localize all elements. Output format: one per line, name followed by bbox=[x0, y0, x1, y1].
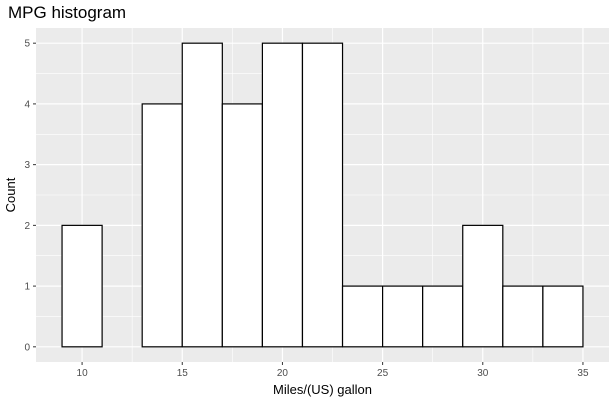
x-axis-label: Miles/(US) gallon bbox=[273, 382, 372, 397]
histogram-bar bbox=[542, 285, 584, 348]
histogram-bar bbox=[422, 285, 464, 348]
y-axis-label: Count bbox=[3, 177, 18, 212]
y-tick-label: 2 bbox=[24, 221, 30, 232]
y-axis: 0 1 2 3 4 5 bbox=[24, 39, 36, 353]
y-tick-label: 3 bbox=[24, 160, 30, 171]
x-tick-label: 25 bbox=[377, 368, 389, 379]
chart-title: MPG histogram bbox=[8, 3, 126, 22]
histogram-bar bbox=[261, 42, 304, 348]
histogram-bar bbox=[61, 224, 103, 348]
histogram-bar bbox=[301, 42, 344, 348]
x-axis: 10 15 20 25 30 35 bbox=[77, 362, 589, 379]
histogram-bar bbox=[502, 285, 544, 348]
histogram-bar bbox=[462, 224, 504, 348]
y-tick-label: 4 bbox=[24, 99, 30, 110]
histogram-bar bbox=[181, 42, 223, 348]
x-tick-label: 20 bbox=[277, 368, 289, 379]
y-tick-label: 5 bbox=[24, 39, 30, 50]
histogram-bar bbox=[221, 103, 263, 348]
histogram-bar bbox=[141, 103, 183, 348]
x-tick-label: 10 bbox=[77, 368, 89, 379]
x-tick-label: 30 bbox=[477, 368, 489, 379]
y-tick-label: 0 bbox=[24, 342, 30, 353]
y-tick-label: 1 bbox=[24, 282, 30, 293]
histogram-bar bbox=[382, 285, 424, 348]
histogram-bars bbox=[61, 42, 584, 348]
x-tick-label: 15 bbox=[177, 368, 189, 379]
x-tick-label: 35 bbox=[577, 368, 589, 379]
histogram-bar bbox=[341, 285, 384, 348]
